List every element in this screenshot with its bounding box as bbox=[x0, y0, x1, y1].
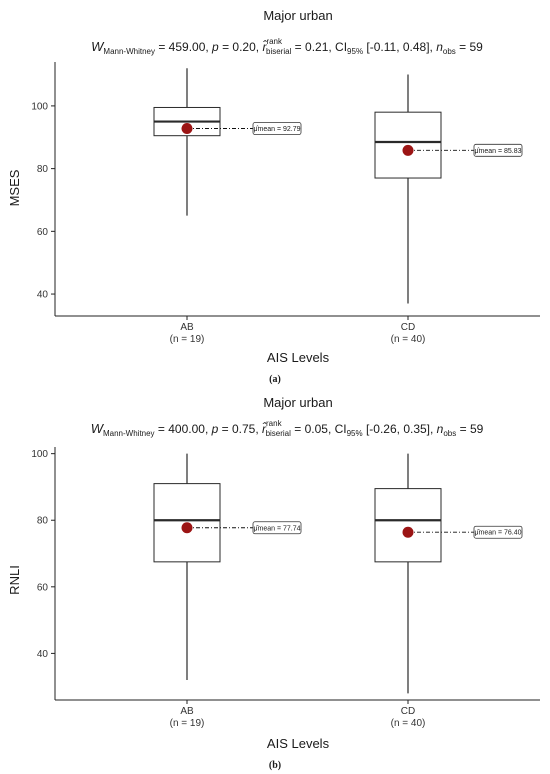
chart-a-title: Major urban bbox=[263, 8, 332, 23]
chart-a: Major urban WMann-Whitney = 459.00, p = … bbox=[7, 8, 483, 385]
chart-a-xtick-n-label: (n = 40) bbox=[391, 334, 426, 345]
chart-b-xtick-label: CD bbox=[401, 706, 415, 717]
chart-a-stats: WMann-Whitney = 459.00, p = 0.20, r̂rank… bbox=[91, 37, 483, 56]
chart-b-plot: 40 60 80 100 AB(n = 19) μ̂mean = 77.74 CD(n = … bbox=[31, 447, 540, 729]
chart-b-ytick-label: 80 bbox=[37, 516, 49, 527]
chart-a-ytick-label: 100 bbox=[31, 101, 48, 112]
chart-a-mean-label: μ̂mean = 85.83 bbox=[474, 148, 521, 155]
chart-a-plot: 40 60 80 100 AB(n = 19) μ̂mean = 92.79 CD(n = … bbox=[31, 62, 540, 345]
chart-a-xtick-n-label: (n = 19) bbox=[170, 334, 205, 345]
chart-a-xtick-label: AB bbox=[180, 322, 194, 333]
chart-a-ytick-label: 60 bbox=[37, 227, 49, 238]
chart-b: Major urban WMann-Whitney = 400.00, p = … bbox=[7, 395, 484, 771]
chart-b-title: Major urban bbox=[263, 395, 332, 410]
chart-b-mean-point bbox=[181, 522, 193, 534]
chart-b-ytick-label: 40 bbox=[37, 649, 49, 660]
chart-b-xtick-n-label: (n = 19) bbox=[170, 718, 205, 729]
chart-a-xlabel: AIS Levels bbox=[267, 350, 330, 365]
chart-b-stats: WMann-Whitney = 400.00, p = 0.75, r̂rank… bbox=[91, 419, 484, 438]
chart-a-mean-point bbox=[402, 144, 414, 156]
chart-b-ytick-label: 60 bbox=[37, 582, 49, 593]
chart-a-ytick-label: 40 bbox=[37, 290, 49, 301]
chart-a-mean-point bbox=[181, 123, 193, 135]
chart-b-box bbox=[374, 488, 442, 563]
chart-a-ytick-label: 80 bbox=[37, 164, 49, 175]
chart-a-ylabel: MSES bbox=[7, 169, 22, 206]
chart-b-xtick-label: AB bbox=[180, 706, 194, 717]
chart-b-mean-label: μ̂mean = 76.40 bbox=[474, 530, 521, 537]
chart-b-panel-label: (b) bbox=[269, 760, 281, 771]
chart-a-xtick-label: CD bbox=[401, 322, 415, 333]
chart-a-mean-label: μ̂mean = 92.79 bbox=[253, 126, 300, 133]
chart-b-ylabel: RNLI bbox=[7, 565, 22, 595]
chart-a-mean-label-box bbox=[473, 143, 523, 157]
chart-b-mean-point bbox=[402, 526, 414, 538]
chart-b-xtick-n-label: (n = 40) bbox=[391, 718, 426, 729]
chart-b-box bbox=[153, 483, 221, 563]
chart-b-ytick-label: 100 bbox=[31, 449, 48, 460]
chart-a-mean-label-box bbox=[252, 122, 302, 135]
chart-b-mean-label-box bbox=[252, 521, 302, 535]
chart-b-mean-label-box bbox=[473, 525, 523, 539]
chart-b-xlabel: AIS Levels bbox=[267, 736, 330, 751]
chart-a-panel-label: (a) bbox=[269, 374, 281, 385]
chart-b-mean-label: μ̂mean = 77.74 bbox=[253, 525, 300, 532]
